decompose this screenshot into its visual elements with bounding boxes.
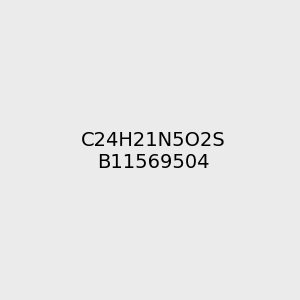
Text: C24H21N5O2S
B11569504: C24H21N5O2S B11569504 (81, 131, 226, 172)
